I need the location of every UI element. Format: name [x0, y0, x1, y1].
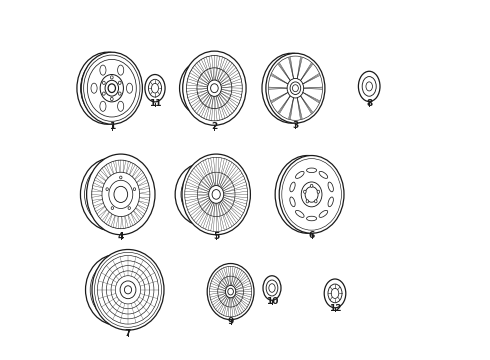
Ellipse shape: [100, 65, 106, 75]
Ellipse shape: [119, 92, 121, 95]
Ellipse shape: [263, 276, 281, 300]
Ellipse shape: [266, 280, 278, 296]
Ellipse shape: [209, 185, 224, 203]
Ellipse shape: [80, 158, 142, 231]
Ellipse shape: [306, 200, 309, 203]
Ellipse shape: [108, 84, 116, 93]
Ellipse shape: [186, 68, 220, 109]
Ellipse shape: [100, 75, 123, 102]
Ellipse shape: [295, 210, 304, 217]
Ellipse shape: [151, 84, 159, 93]
Ellipse shape: [295, 171, 304, 179]
Ellipse shape: [275, 156, 340, 233]
Text: 4: 4: [118, 232, 124, 241]
Ellipse shape: [77, 52, 138, 124]
Ellipse shape: [331, 288, 339, 298]
Ellipse shape: [366, 82, 372, 91]
Ellipse shape: [148, 79, 162, 97]
Ellipse shape: [290, 197, 295, 207]
Ellipse shape: [183, 51, 246, 125]
Ellipse shape: [319, 171, 328, 179]
Ellipse shape: [133, 188, 136, 190]
Ellipse shape: [91, 83, 97, 93]
Text: 7: 7: [125, 329, 131, 338]
Text: 2: 2: [211, 122, 218, 131]
Ellipse shape: [118, 101, 124, 111]
Text: 12: 12: [329, 304, 341, 313]
Ellipse shape: [317, 190, 319, 193]
Ellipse shape: [324, 279, 346, 308]
Text: 9: 9: [227, 317, 234, 326]
Ellipse shape: [228, 288, 233, 295]
Ellipse shape: [106, 188, 108, 190]
Ellipse shape: [303, 190, 306, 193]
Ellipse shape: [362, 77, 376, 96]
Ellipse shape: [319, 210, 328, 217]
Ellipse shape: [211, 84, 218, 93]
Ellipse shape: [301, 182, 322, 207]
Ellipse shape: [110, 76, 113, 79]
Ellipse shape: [102, 92, 105, 95]
Ellipse shape: [307, 216, 317, 221]
Ellipse shape: [105, 80, 119, 96]
Ellipse shape: [225, 285, 236, 298]
Ellipse shape: [279, 156, 344, 233]
Ellipse shape: [114, 186, 127, 202]
Ellipse shape: [92, 249, 164, 330]
Ellipse shape: [109, 180, 133, 208]
Ellipse shape: [111, 207, 114, 210]
Ellipse shape: [145, 75, 165, 102]
Ellipse shape: [269, 284, 275, 292]
Ellipse shape: [315, 200, 317, 203]
Ellipse shape: [307, 168, 317, 172]
Ellipse shape: [102, 172, 140, 217]
Ellipse shape: [128, 207, 130, 210]
Text: 10: 10: [266, 297, 278, 306]
Ellipse shape: [118, 65, 124, 75]
Ellipse shape: [305, 186, 318, 202]
Ellipse shape: [287, 78, 304, 98]
Ellipse shape: [262, 53, 321, 123]
Ellipse shape: [119, 81, 121, 85]
Ellipse shape: [328, 182, 333, 192]
Ellipse shape: [86, 254, 149, 325]
Text: 8: 8: [366, 99, 372, 108]
Ellipse shape: [266, 53, 325, 123]
Text: 6: 6: [309, 231, 315, 240]
Ellipse shape: [81, 52, 143, 124]
Ellipse shape: [110, 97, 113, 100]
Text: 11: 11: [149, 99, 161, 108]
Ellipse shape: [290, 182, 295, 192]
Ellipse shape: [207, 80, 221, 96]
Ellipse shape: [310, 184, 313, 188]
Ellipse shape: [179, 60, 227, 116]
Text: 1: 1: [109, 122, 115, 131]
Ellipse shape: [120, 281, 136, 299]
Ellipse shape: [102, 81, 105, 85]
Ellipse shape: [124, 286, 132, 294]
Ellipse shape: [212, 190, 220, 199]
Ellipse shape: [290, 82, 301, 94]
Text: 5: 5: [213, 232, 220, 241]
Ellipse shape: [328, 197, 333, 207]
Ellipse shape: [328, 284, 342, 303]
Ellipse shape: [182, 154, 250, 235]
Ellipse shape: [100, 101, 106, 111]
Ellipse shape: [175, 163, 231, 226]
Ellipse shape: [207, 264, 254, 320]
Ellipse shape: [87, 154, 155, 235]
Ellipse shape: [358, 71, 380, 102]
Ellipse shape: [126, 83, 133, 93]
Ellipse shape: [120, 176, 122, 179]
Text: 3: 3: [292, 121, 298, 130]
Ellipse shape: [293, 85, 298, 92]
